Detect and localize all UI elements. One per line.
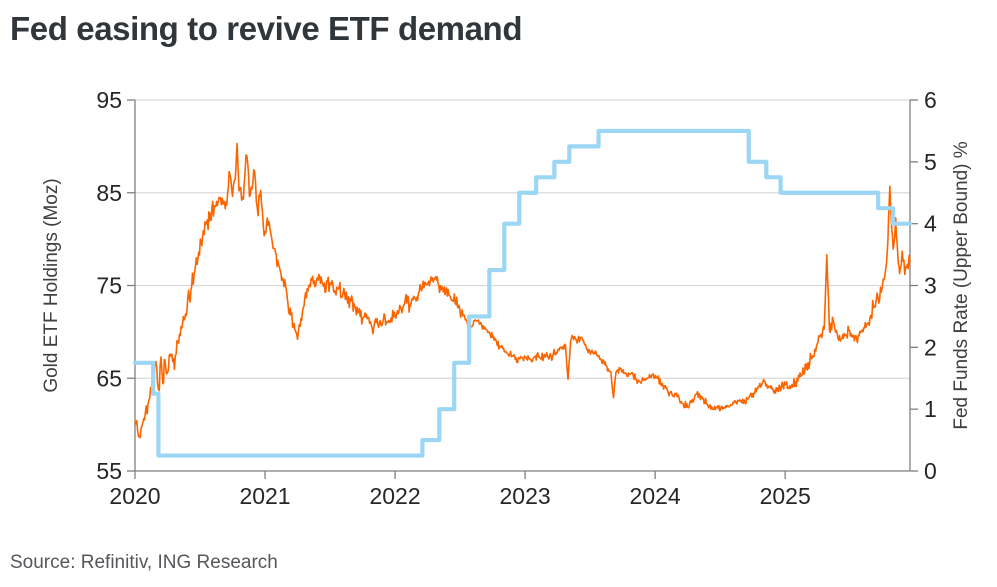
y-right-tick-label: 2 (924, 334, 937, 360)
x-tick-label: 2024 (630, 483, 681, 509)
y-left-tick-label: 75 (96, 273, 122, 299)
axis-titles: Gold ETF Holdings (Moz) Fed Funds Rate (U… (41, 141, 972, 429)
y-left-tick-label: 55 (96, 458, 122, 484)
source-note: Source: Refinitiv, ING Research (10, 552, 278, 573)
y-right-tick-label: 0 (924, 458, 937, 484)
tick-labels: 55 65 75 85 95 0 1 2 3 4 5 6 2020 2021 2022 2023 2024 202… (96, 87, 937, 509)
x-tick-label: 2025 (760, 483, 811, 509)
page-title: Fed easing to revive ETF demand (10, 10, 523, 47)
y-left-axis-title: Gold ETF Holdings (Moz) (41, 178, 62, 392)
y-right-tick-label: 1 (924, 396, 937, 422)
y-right-tick-label: 3 (924, 273, 937, 299)
y-right-tick-label: 5 (924, 149, 937, 175)
y-left-tick-label: 65 (96, 365, 122, 391)
fed-funds-rate-line (132, 128, 913, 458)
x-tick-label: 2021 (239, 483, 290, 509)
grid-lines (135, 99, 910, 379)
gold-etf-holdings-line (134, 142, 911, 439)
x-tick-label: 2020 (109, 483, 160, 509)
y-right-tick-label: 4 (924, 211, 937, 237)
y-left-tick-label: 95 (96, 87, 122, 113)
y-left-tick-label: 85 (96, 180, 122, 206)
y-right-tick-label: 6 (924, 87, 937, 113)
y-right-axis-title: Fed Funds Rate (Upper Bound) % (951, 141, 972, 429)
x-tick-label: 2023 (500, 483, 551, 509)
axes (127, 99, 918, 479)
x-tick-label: 2022 (369, 483, 420, 509)
